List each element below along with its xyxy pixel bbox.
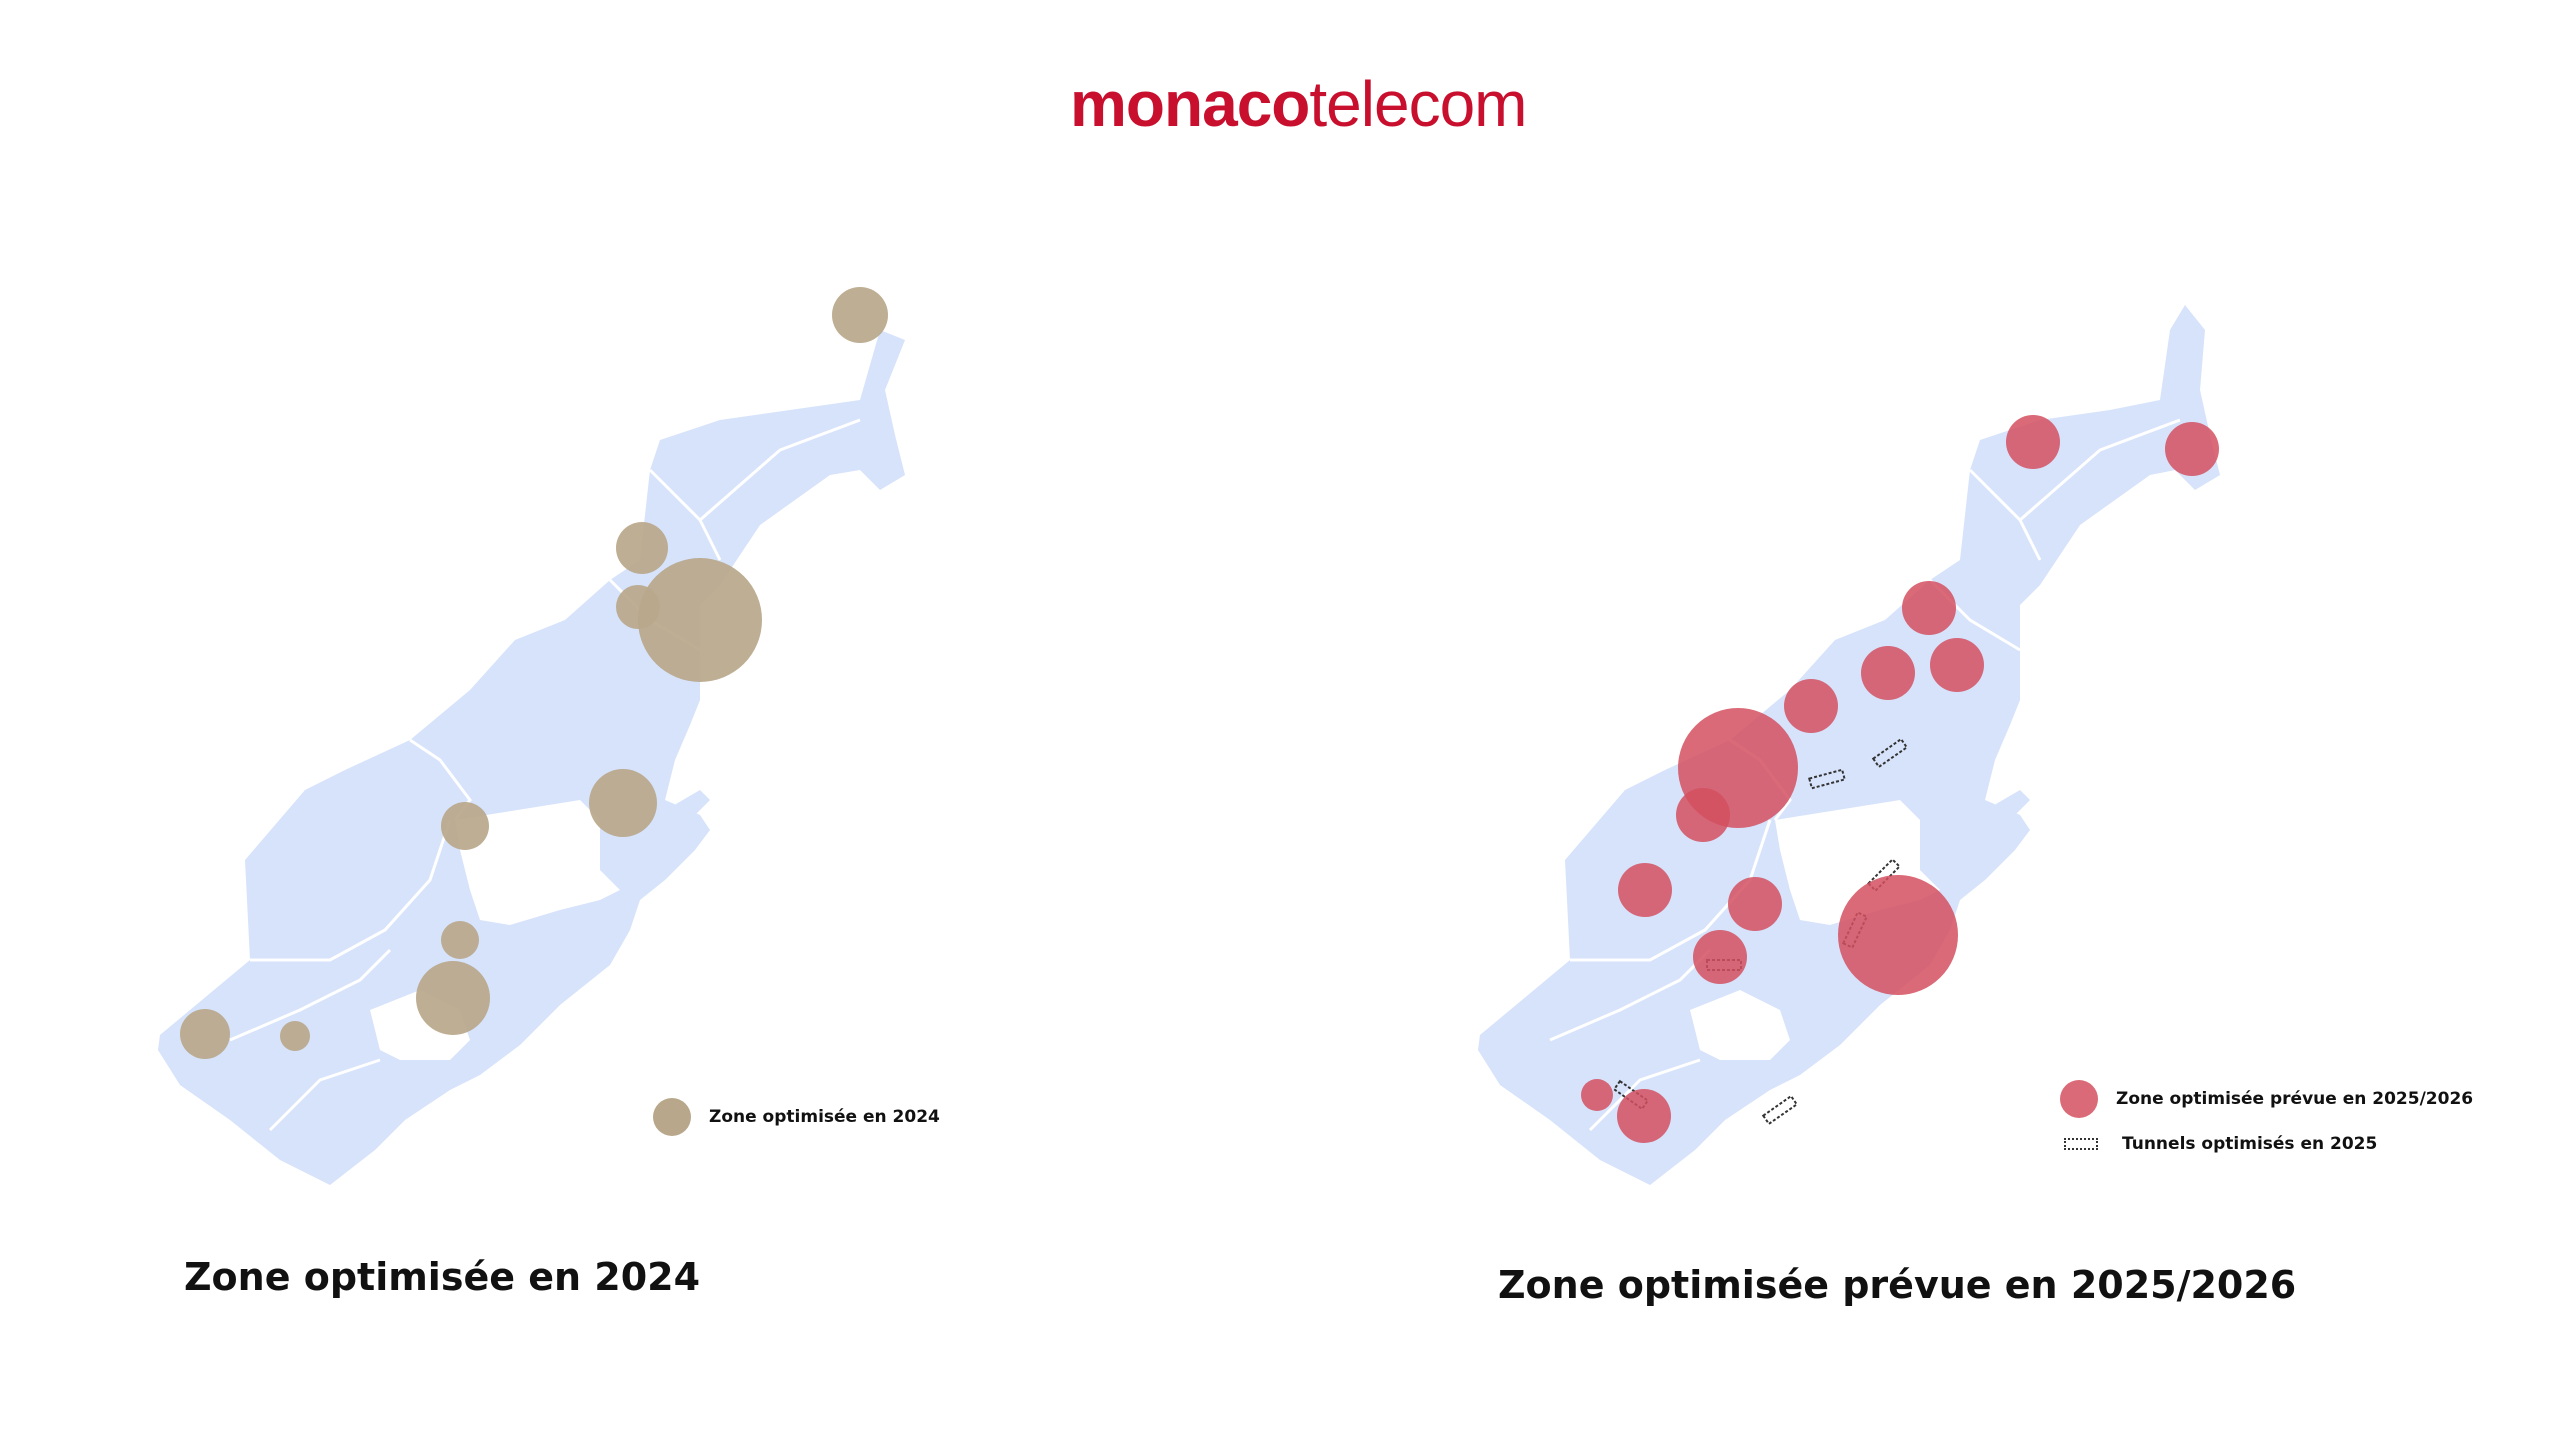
legend-zone-2025-label: Zone optimisée prévue en 2025/2026 xyxy=(2116,1089,2474,1109)
zone-2024-circle xyxy=(832,287,888,343)
zone-2024-circle xyxy=(441,802,489,850)
zone-2024-circle xyxy=(280,1021,310,1051)
legend-zone-2025-swatch xyxy=(2060,1080,2098,1118)
legend-tunnel-2025: Tunnels optimisés en 2025 xyxy=(2064,1134,2377,1154)
monaco-telecom-logo: monacotelecom xyxy=(1070,72,1527,136)
tunnel-marker xyxy=(1871,737,1909,769)
zone-2025-circle xyxy=(1728,877,1782,931)
legend-zone-2025: Zone optimisée prévue en 2025/2026 xyxy=(2060,1080,2473,1118)
zones-2025-2026 xyxy=(1581,415,2219,1143)
map-panel-2024: Zone optimisée en 2024 Zone optimisée en… xyxy=(158,287,940,1299)
legend-zone-2024-swatch xyxy=(653,1098,691,1136)
legend-tunnel-swatch xyxy=(2064,1138,2098,1150)
map-2024 xyxy=(158,287,905,1185)
zone-2025-circle xyxy=(1676,788,1730,842)
zone-2024-circle xyxy=(441,921,479,959)
monaco-territory xyxy=(158,330,905,1185)
zone-2025-circle xyxy=(1581,1079,1613,1111)
zone-2024-circle xyxy=(180,1009,230,1059)
zone-2025-circle xyxy=(1838,875,1958,995)
map-panel-2025-2026: Zone optimisée prévue en 2025/2026 Tunne… xyxy=(1280,0,2560,1440)
tunnel-marker xyxy=(1761,1094,1799,1126)
zone-2025-circle xyxy=(1902,581,1956,635)
zone-2025-circle xyxy=(1617,1089,1671,1143)
legend-2024: Zone optimisée en 2024 xyxy=(653,1098,940,1136)
caption-2025-2026: Zone optimisée prévue en 2025/2026 xyxy=(1498,1263,2297,1307)
zone-2024-circle xyxy=(416,961,490,1035)
zone-2024-circle xyxy=(638,558,762,682)
zones-2024 xyxy=(180,287,888,1059)
legend-tunnel-label: Tunnels optimisés en 2025 xyxy=(2122,1134,2378,1154)
zone-2025-circle xyxy=(1861,646,1915,700)
legend-zone-2024-label: Zone optimisée en 2024 xyxy=(709,1107,940,1127)
caption-2024: Zone optimisée en 2024 xyxy=(184,1255,701,1299)
zone-2025-circle xyxy=(2165,422,2219,476)
zone-2025-circle xyxy=(1693,930,1747,984)
monaco-territory xyxy=(1478,305,2220,1185)
tunnel-marker xyxy=(1808,768,1846,790)
zone-2025-circle xyxy=(1930,638,1984,692)
zone-2024-circle xyxy=(589,769,657,837)
logo-part-monaco: monaco xyxy=(1070,68,1310,140)
zone-2025-circle xyxy=(1618,863,1672,917)
zone-2025-circle xyxy=(2006,415,2060,469)
map-2025-2026 xyxy=(1478,305,2220,1185)
zone-2025-circle xyxy=(1784,679,1838,733)
zone-2024-circle xyxy=(616,522,668,574)
logo-part-telecom: telecom xyxy=(1309,68,1527,140)
